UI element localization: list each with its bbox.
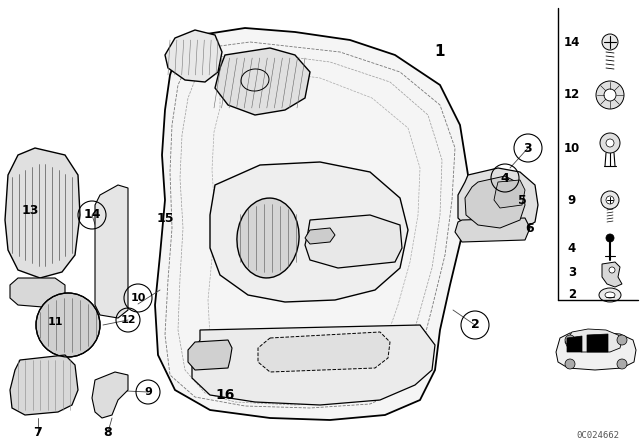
Polygon shape [188, 340, 232, 370]
Text: 3: 3 [524, 142, 532, 155]
Text: 0C024662: 0C024662 [577, 431, 620, 439]
Circle shape [609, 267, 615, 273]
Text: 2: 2 [568, 289, 576, 302]
Ellipse shape [605, 292, 615, 298]
Polygon shape [10, 278, 65, 308]
Text: 3: 3 [568, 266, 576, 279]
Circle shape [604, 89, 616, 101]
Polygon shape [305, 228, 335, 244]
Polygon shape [258, 332, 390, 372]
Text: 9: 9 [144, 387, 152, 397]
Polygon shape [565, 329, 622, 352]
Text: 13: 13 [21, 203, 38, 216]
Circle shape [606, 234, 614, 242]
Ellipse shape [599, 288, 621, 302]
Text: 4: 4 [500, 172, 509, 185]
Polygon shape [5, 148, 80, 278]
Polygon shape [305, 215, 402, 268]
Text: 4: 4 [568, 241, 576, 254]
Polygon shape [494, 180, 525, 208]
Text: 7: 7 [34, 426, 42, 439]
Polygon shape [92, 372, 128, 418]
Polygon shape [10, 355, 78, 415]
Text: 15: 15 [156, 211, 173, 224]
Text: 6: 6 [525, 221, 534, 234]
Text: 16: 16 [215, 388, 235, 402]
Polygon shape [567, 336, 582, 352]
Circle shape [565, 335, 575, 345]
Circle shape [606, 139, 614, 147]
Circle shape [601, 191, 619, 209]
Polygon shape [458, 168, 538, 236]
Text: 14: 14 [564, 35, 580, 48]
Text: 12: 12 [120, 315, 136, 325]
Text: 10: 10 [564, 142, 580, 155]
Circle shape [606, 196, 614, 204]
Text: 10: 10 [131, 293, 146, 303]
Polygon shape [602, 262, 622, 287]
Polygon shape [465, 176, 525, 228]
Circle shape [617, 335, 627, 345]
Circle shape [600, 133, 620, 153]
Polygon shape [587, 334, 608, 352]
Polygon shape [455, 218, 530, 242]
Polygon shape [165, 30, 222, 82]
Circle shape [617, 359, 627, 369]
Polygon shape [215, 48, 310, 115]
Text: 2: 2 [470, 319, 479, 332]
Ellipse shape [237, 198, 299, 278]
Circle shape [565, 359, 575, 369]
Text: 8: 8 [104, 426, 112, 439]
Circle shape [596, 81, 624, 109]
Text: 11: 11 [47, 317, 63, 327]
Polygon shape [210, 162, 408, 302]
Text: 5: 5 [518, 194, 526, 207]
Text: 14: 14 [83, 208, 100, 221]
Polygon shape [155, 28, 468, 420]
Circle shape [36, 293, 100, 357]
Polygon shape [95, 185, 128, 318]
Polygon shape [556, 332, 636, 370]
Text: 9: 9 [568, 194, 576, 207]
Text: 1: 1 [435, 44, 445, 60]
Text: 12: 12 [564, 89, 580, 102]
Polygon shape [192, 325, 435, 405]
Circle shape [602, 34, 618, 50]
